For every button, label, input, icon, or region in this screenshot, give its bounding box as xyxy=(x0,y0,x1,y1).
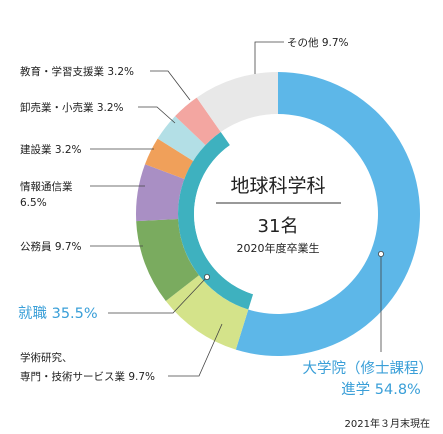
label-kensetsu: 建設業 3.2% xyxy=(20,143,82,156)
leader-gakujutsu xyxy=(168,323,223,377)
label-oroshi: 卸売業・小売業 3.2% xyxy=(20,101,124,114)
label-gakujutsu-2: 専門・技術サービス業 9.7% xyxy=(20,370,155,383)
label-daigakuin-2: 進学 54.8% xyxy=(341,381,421,398)
label-joho-1: 情報通信業 xyxy=(20,180,73,193)
leader-oroshi xyxy=(138,106,176,124)
label-kyoiku: 教育・学習支援業 3.2% xyxy=(20,65,134,78)
outer-slice-1 xyxy=(165,275,249,350)
outer-slice-2 xyxy=(136,219,199,302)
leader-lines xyxy=(90,41,382,377)
outer-slice-5 xyxy=(157,116,206,161)
leader-sonota xyxy=(254,41,284,74)
outer-ring xyxy=(135,72,421,356)
center-title: 地球科学科 xyxy=(230,175,325,197)
label-shushoku: 就職 35.5% xyxy=(18,305,98,322)
outer-slice-3 xyxy=(135,164,185,222)
label-gakujutsu-1: 学術研究、 xyxy=(20,351,73,364)
label-sonota: その他 9.7% xyxy=(287,36,349,49)
outer-slice-0 xyxy=(235,72,421,356)
inner-ring xyxy=(178,132,254,310)
inner-slice-0 xyxy=(178,132,254,310)
center-year: 2020年度卒業生 xyxy=(237,241,320,255)
marker-daigakuin xyxy=(377,250,384,257)
outer-slice-6 xyxy=(175,97,221,146)
outer-slice-4 xyxy=(145,138,194,179)
center-disc xyxy=(194,130,362,298)
outer-slice-7 xyxy=(196,72,278,133)
label-joho-2: 6.5% xyxy=(20,197,47,209)
leader-kyoiku xyxy=(150,70,191,101)
footnote: 2021年３月末現在 xyxy=(345,417,430,430)
center-count: 31名 xyxy=(258,216,299,237)
leader-shushoku xyxy=(108,276,208,314)
label-komuin: 公務員 9.7% xyxy=(20,240,82,253)
label-daigakuin-1: 大学院（修士課程） xyxy=(303,360,434,377)
marker-shushoku xyxy=(203,273,210,280)
